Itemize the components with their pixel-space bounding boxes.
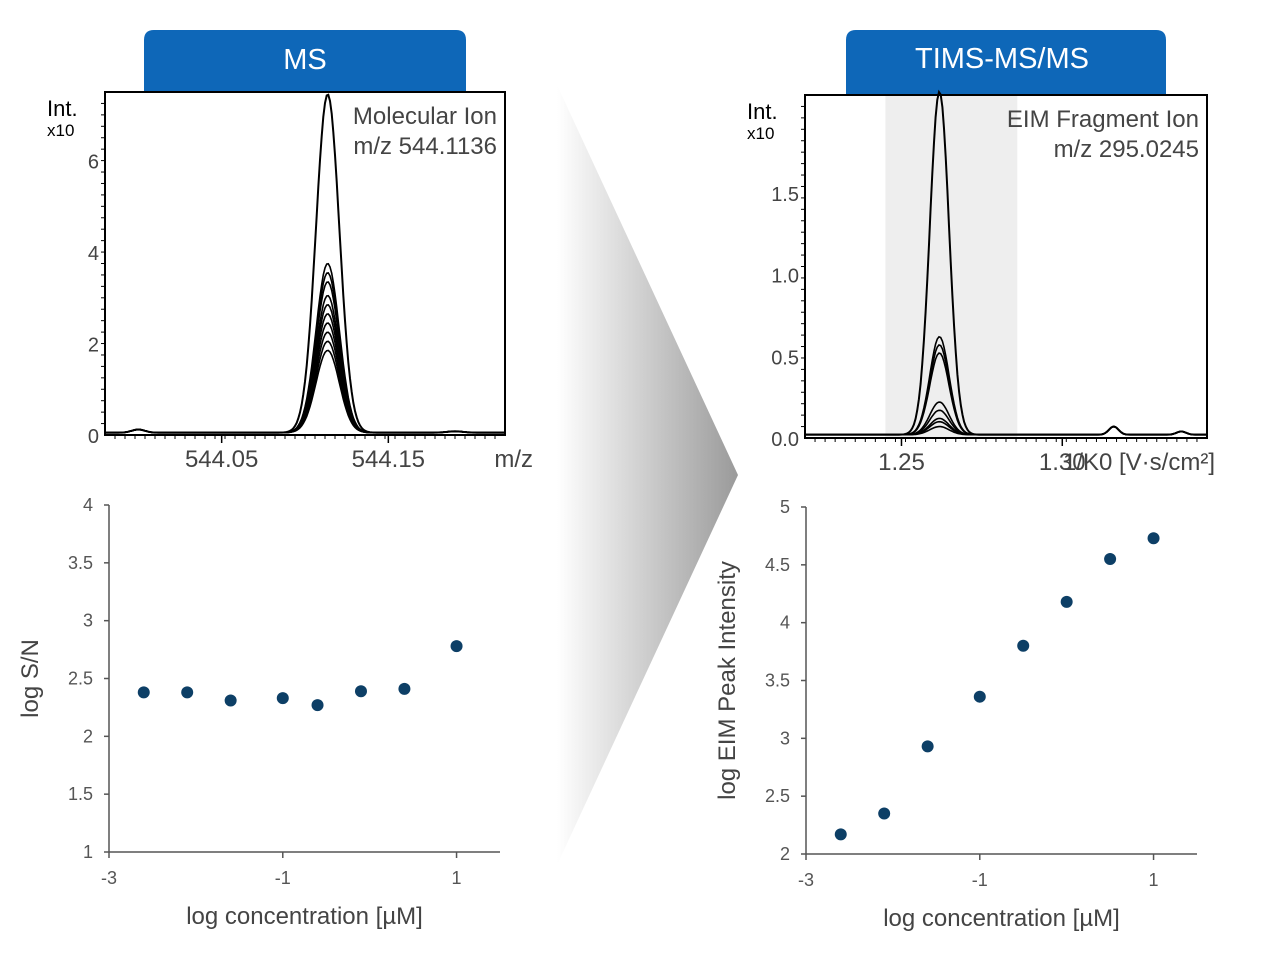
data-point: [1060, 595, 1073, 608]
x-axis-label: log concentration [µM]: [883, 905, 1120, 932]
ion-annotation: EIM Fragment Ion: [1007, 106, 1199, 133]
y-tick-label: 2.5: [765, 786, 790, 806]
x-tick-label: 1: [452, 868, 462, 888]
eim-scatter-chart: 2 2.5 3 3.5 4 4.5 5 -3 -1 1 log concentration [µM]…: [714, 497, 1197, 932]
y-tick-label: 0: [88, 426, 99, 448]
y-tick-label: 2: [780, 844, 790, 864]
x-tick-label: 544.15: [352, 446, 425, 473]
y-tick-label: 4: [780, 613, 790, 633]
tims-header-label: TIMS-MS/MS: [915, 43, 1089, 75]
tims-mobilogram-chart: 1.25 1.30 0.0 0.5 1.0 1.5 1/K0 [V·s/cm²] Int.x1…: [747, 89, 1215, 476]
y-tick-label: 3: [780, 728, 790, 748]
x-tick-label: 544.05: [185, 446, 258, 473]
y-tick-label: 2: [83, 726, 93, 746]
ms-header-tab: [144, 30, 466, 92]
data-point: [181, 686, 194, 699]
y-axis-label: Int.: [747, 99, 778, 124]
tims-header-tab: [846, 30, 1166, 94]
y-axis-label: log EIM Peak Intensity: [714, 561, 741, 800]
ion-annotation: m/z 295.0245: [1054, 136, 1199, 163]
ion-annotation: m/z 544.1136: [353, 133, 497, 160]
x-tick-label: -3: [798, 870, 814, 890]
x-tick-label: -1: [972, 870, 988, 890]
data-point: [1147, 532, 1160, 545]
data-point: [878, 807, 891, 820]
data-point: [137, 686, 150, 699]
x-axis-label: 1/K0 [V·s/cm²]: [1063, 449, 1215, 476]
y-tick-label: 6: [88, 152, 99, 174]
ms-header-label: MS: [283, 44, 327, 76]
sn-scatter-chart: 1 1.5 2 2.5 3 3.5 4 -3 -1 1 log concentration [µM]…: [17, 495, 500, 930]
ion-annotation: Molecular Ion: [353, 103, 497, 130]
data-point: [276, 692, 289, 705]
y-tick-label: 3.5: [765, 671, 790, 691]
y-tick-label: 0.0: [771, 429, 799, 451]
data-point: [450, 640, 463, 653]
y-axis-multiplier: x10: [47, 121, 74, 140]
x-axis-label: log concentration [µM]: [186, 903, 423, 930]
y-tick-label: 1: [83, 842, 93, 862]
y-axis-multiplier: x10: [747, 124, 774, 143]
y-tick-label: 4: [88, 243, 99, 265]
data-point: [224, 694, 237, 707]
y-tick-label: 0.5: [771, 347, 799, 369]
data-point: [398, 682, 411, 695]
x-tick-label: -1: [275, 868, 291, 888]
data-point: [311, 699, 324, 712]
y-tick-label: 2.5: [68, 669, 93, 689]
y-tick-label: 1.0: [771, 266, 799, 288]
y-tick-label: 4: [83, 495, 93, 515]
y-axis-label: log S/N: [17, 639, 44, 718]
data-point: [973, 690, 986, 703]
y-tick-label: 2: [88, 335, 99, 357]
data-point: [1017, 639, 1030, 652]
data-point: [354, 685, 367, 698]
x-tick-label: 1.25: [878, 449, 925, 476]
x-tick-label: 1: [1149, 870, 1159, 890]
data-point: [1104, 553, 1117, 566]
spectrum-trace: [105, 349, 505, 434]
transition-arrow-icon: [557, 85, 738, 865]
y-axis-label: Int.: [47, 96, 78, 121]
x-tick-label: -3: [101, 868, 117, 888]
y-tick-label: 3: [83, 611, 93, 631]
y-tick-label: 4.5: [765, 555, 790, 575]
y-tick-label: 1.5: [771, 184, 799, 206]
x-tick-label: 1.30: [1039, 449, 1086, 476]
y-tick-label: 1.5: [68, 784, 93, 804]
spectrum-trace: [805, 425, 1207, 436]
data-point: [834, 828, 847, 841]
y-tick-label: 3.5: [68, 553, 93, 573]
y-tick-label: 5: [780, 497, 790, 517]
tims-header: TIMS-MS/MS: [846, 30, 1166, 94]
ms-header: MS: [144, 30, 466, 92]
x-axis-label: m/z: [494, 446, 533, 473]
data-point: [921, 740, 934, 753]
